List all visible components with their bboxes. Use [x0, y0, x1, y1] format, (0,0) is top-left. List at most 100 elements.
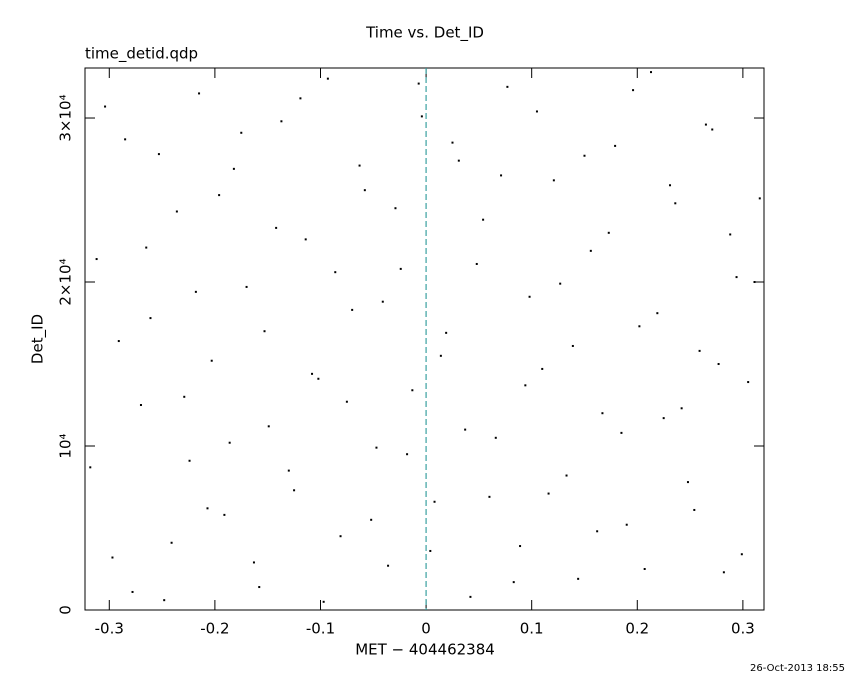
point	[729, 233, 732, 236]
point	[722, 571, 725, 574]
point	[334, 271, 337, 274]
point	[674, 202, 677, 205]
point	[583, 154, 586, 157]
point	[245, 285, 248, 288]
point	[524, 384, 527, 387]
point	[469, 595, 472, 598]
point	[500, 174, 503, 177]
y-tick-label: 2×10⁴	[57, 258, 75, 305]
point	[601, 412, 604, 415]
point	[541, 367, 544, 370]
point	[620, 431, 623, 434]
point	[104, 105, 107, 108]
point	[577, 577, 580, 580]
y-tick-label: 10⁴	[57, 433, 75, 458]
point	[632, 89, 635, 92]
point	[149, 317, 152, 320]
point	[488, 495, 491, 498]
point	[311, 372, 314, 375]
point	[287, 469, 290, 472]
point	[95, 258, 98, 261]
point	[267, 425, 270, 428]
point	[228, 441, 231, 444]
y-tick-label: 3×10⁴	[57, 94, 75, 141]
point	[399, 267, 402, 270]
point	[596, 530, 599, 533]
point	[263, 330, 266, 333]
point	[494, 436, 497, 439]
point	[457, 159, 460, 162]
point	[753, 281, 756, 284]
chart-title: Time vs. Det_ID	[365, 24, 484, 43]
point	[304, 238, 307, 241]
point	[131, 590, 134, 593]
point	[638, 325, 641, 328]
point	[535, 110, 538, 113]
point	[198, 92, 201, 95]
point	[322, 600, 325, 603]
point	[170, 541, 173, 544]
point	[650, 71, 653, 74]
point	[280, 120, 283, 123]
point	[439, 354, 442, 357]
point	[411, 389, 414, 392]
point	[387, 564, 390, 567]
point	[370, 518, 373, 521]
point	[512, 581, 515, 584]
point	[717, 363, 720, 366]
point	[433, 500, 436, 503]
point	[139, 404, 142, 407]
point	[345, 400, 348, 403]
point	[240, 131, 243, 134]
timestamp: 26-Oct-2013 18:55	[750, 663, 845, 674]
point	[317, 377, 320, 380]
x-tick-label: -0.1	[306, 620, 335, 638]
point	[194, 290, 197, 293]
point	[175, 210, 178, 213]
point	[394, 207, 397, 210]
plot-frame	[84, 67, 765, 611]
point	[589, 249, 592, 252]
point	[351, 308, 354, 311]
point	[218, 194, 221, 197]
point	[747, 381, 750, 384]
point	[381, 300, 384, 303]
point	[607, 231, 610, 234]
point	[758, 197, 761, 200]
point	[571, 344, 574, 347]
point	[111, 556, 114, 559]
point	[445, 331, 448, 334]
x-tick-label: 0.2	[625, 620, 649, 638]
y-axis-label: Det_ID	[29, 314, 48, 364]
point	[188, 459, 191, 462]
x-tick-label: -0.2	[200, 620, 229, 638]
point	[475, 262, 478, 265]
point	[519, 545, 522, 548]
point	[614, 144, 617, 147]
x-axis-label: MET − 404462384	[355, 641, 495, 659]
x-tick-label: 0.1	[520, 620, 544, 638]
point	[711, 128, 714, 131]
subtitle: time_detid.qdp	[85, 45, 198, 64]
point	[740, 553, 743, 556]
point	[163, 599, 166, 602]
point	[124, 138, 127, 141]
point	[293, 489, 296, 492]
point	[117, 340, 120, 343]
point	[656, 312, 659, 315]
point	[258, 586, 261, 589]
point	[206, 507, 209, 510]
point	[643, 568, 646, 571]
point	[417, 82, 420, 85]
point	[625, 523, 628, 526]
point	[565, 474, 568, 477]
point	[375, 446, 378, 449]
point	[210, 359, 213, 362]
y-tick-label: 0	[57, 605, 75, 615]
point	[223, 513, 226, 516]
point	[429, 549, 432, 552]
point	[735, 276, 738, 279]
point	[451, 141, 454, 144]
point	[299, 97, 302, 100]
